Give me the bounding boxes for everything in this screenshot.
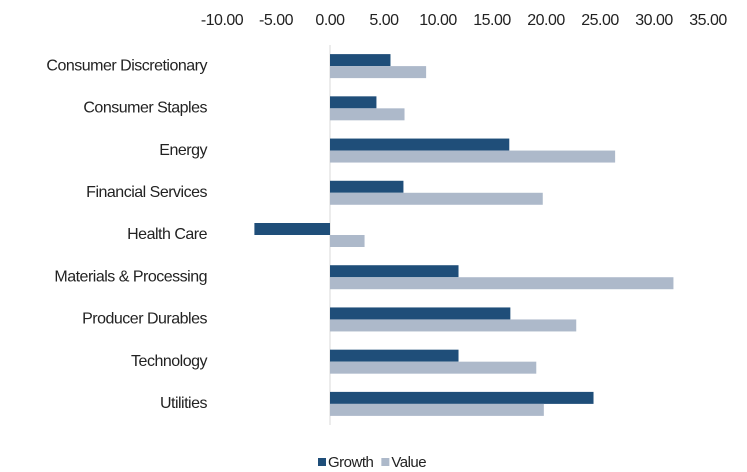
x-tick-label: 35.00 (689, 12, 727, 29)
x-tick-label: 10.00 (419, 12, 457, 29)
bar (330, 192, 543, 205)
y-tick-label: Consumer Staples (83, 100, 207, 117)
x-tick-label: 25.00 (581, 12, 619, 29)
bar (330, 108, 405, 121)
bar (330, 138, 510, 151)
x-tick-label: -10.00 (201, 12, 244, 29)
bar (330, 150, 616, 163)
legend: Growth Value (318, 454, 427, 471)
legend-swatch (318, 458, 326, 466)
bar (330, 265, 459, 278)
y-tick-label: Utilities (160, 395, 208, 412)
legend-label: Growth (328, 454, 374, 471)
bar (330, 391, 594, 404)
bar (330, 96, 377, 109)
y-tick-label: Producer Durables (82, 311, 207, 328)
x-tick-label: 5.00 (369, 12, 399, 29)
bar (330, 319, 577, 332)
bar (330, 235, 365, 247)
x-tick-label: 15.00 (473, 12, 511, 29)
bar (254, 223, 330, 235)
x-tick-label: 0.00 (315, 12, 345, 29)
y-tick-label: Consumer Discretionary (46, 57, 207, 74)
bar (330, 54, 391, 67)
bar (330, 403, 544, 416)
bar (330, 349, 459, 362)
y-tick-label: Health Care (127, 226, 207, 243)
bar (330, 277, 674, 290)
bar (330, 307, 511, 320)
y-tick-label: Technology (131, 353, 207, 370)
y-tick-label: Energy (159, 142, 207, 159)
bar (330, 66, 427, 79)
bar (330, 361, 537, 374)
x-tick-label: 20.00 (527, 12, 565, 29)
x-tick-label: -5.00 (259, 12, 294, 29)
legend-label: Value (391, 454, 426, 471)
bar (330, 180, 404, 193)
y-tick-label: Financial Services (86, 184, 207, 201)
x-tick-label: 30.00 (635, 12, 673, 29)
y-tick-label: Materials & Processing (54, 268, 207, 285)
legend-swatch (381, 458, 390, 466)
